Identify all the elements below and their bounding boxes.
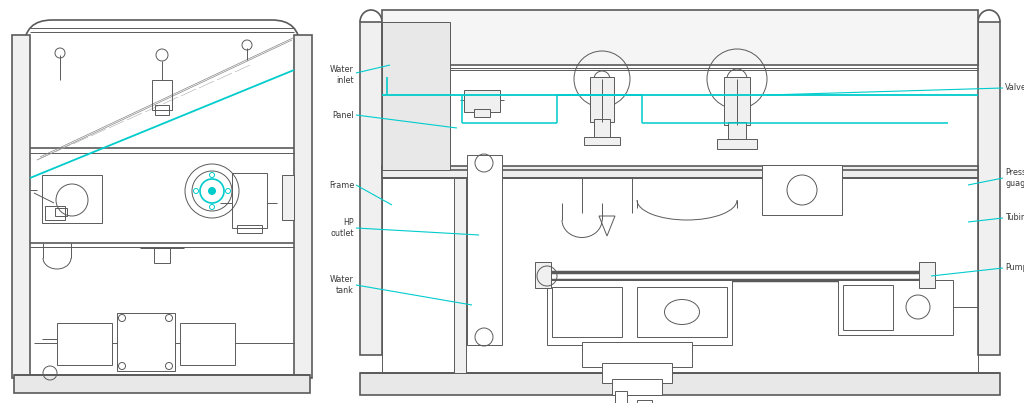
Bar [155, 105, 169, 115]
Bar [42, 175, 102, 223]
Bar [594, 119, 610, 137]
FancyBboxPatch shape [24, 20, 300, 385]
Bar [14, 375, 310, 393]
Text: Pressure
guage: Pressure guage [1005, 168, 1024, 188]
Bar [454, 178, 466, 373]
Bar [467, 155, 502, 345]
Bar [12, 35, 30, 378]
Bar [838, 280, 953, 335]
Text: Valves: Valves [1005, 83, 1024, 93]
Bar [152, 80, 172, 110]
Bar [584, 137, 620, 145]
Bar [382, 22, 450, 170]
Bar [978, 22, 1000, 355]
Bar [637, 400, 652, 403]
Bar [919, 262, 935, 288]
Bar [724, 77, 750, 125]
Bar [552, 287, 622, 337]
Bar [382, 166, 978, 178]
Text: Panel: Panel [333, 110, 354, 120]
Bar [602, 363, 672, 383]
Bar [154, 248, 170, 263]
Text: Tubing: Tubing [1005, 214, 1024, 222]
Bar [360, 373, 1000, 395]
Bar [547, 280, 732, 345]
Bar [232, 173, 267, 228]
Bar [728, 122, 746, 139]
Bar [582, 342, 692, 367]
Text: Frame: Frame [329, 181, 354, 189]
Bar [117, 313, 175, 371]
Text: Water
tank: Water tank [330, 275, 354, 295]
Bar [612, 379, 662, 395]
Bar [45, 206, 65, 220]
Text: Pump: Pump [1005, 264, 1024, 272]
Bar [464, 90, 500, 112]
Bar [294, 35, 312, 378]
Bar [382, 77, 450, 170]
Bar [717, 139, 757, 149]
Bar [360, 22, 382, 355]
Bar [57, 323, 112, 365]
Bar [615, 391, 627, 403]
Circle shape [209, 187, 215, 195]
Bar [180, 323, 234, 365]
Bar [535, 262, 551, 288]
Text: HP
outlet: HP outlet [331, 218, 354, 238]
Bar [474, 109, 490, 117]
Bar [762, 165, 842, 215]
Bar [382, 10, 978, 65]
Bar [590, 77, 614, 122]
Text: Water
inlet: Water inlet [330, 65, 354, 85]
Bar [282, 175, 294, 220]
Bar [55, 208, 67, 216]
Bar [237, 225, 262, 233]
Bar [637, 287, 727, 337]
Bar [843, 285, 893, 330]
